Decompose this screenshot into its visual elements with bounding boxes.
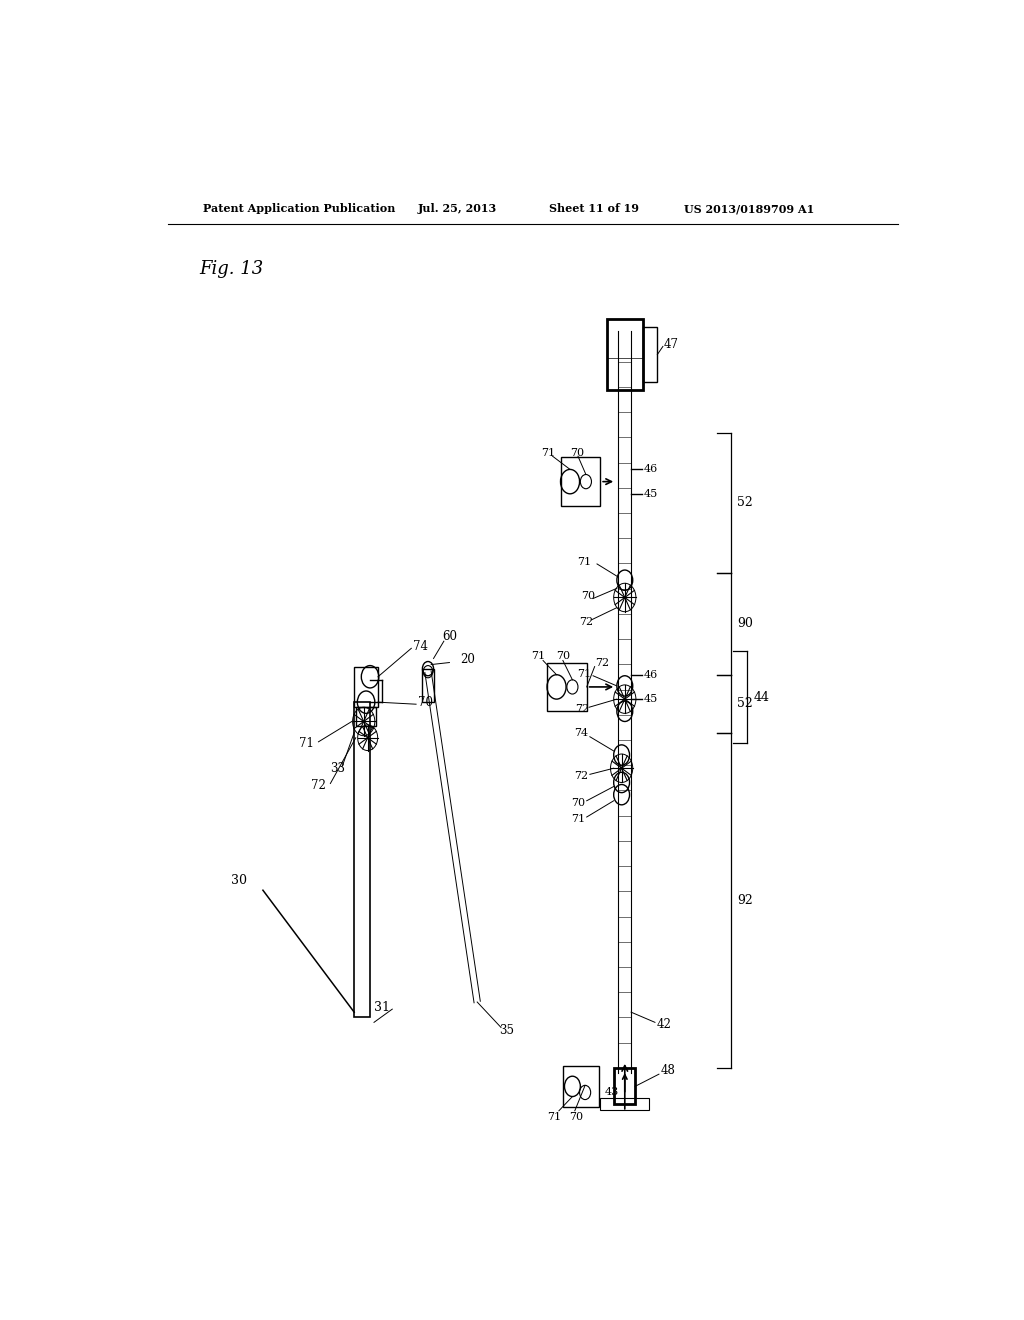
Text: 43: 43 (605, 1088, 620, 1097)
Bar (614, 1068, 635, 1104)
Text: 71: 71 (541, 449, 555, 458)
Bar (423, 669, 433, 702)
Text: 90: 90 (737, 618, 754, 631)
Text: 52: 52 (737, 697, 754, 710)
Text: 46: 46 (644, 669, 658, 680)
Bar (355, 708, 377, 726)
Text: 71: 71 (570, 814, 585, 824)
Text: US 2013/0189709 A1: US 2013/0189709 A1 (684, 203, 814, 214)
Text: 33: 33 (331, 762, 345, 775)
Text: 71: 71 (578, 557, 591, 566)
Text: 44: 44 (754, 690, 769, 704)
Text: 48: 48 (660, 1064, 676, 1077)
Text: 70: 70 (582, 591, 595, 602)
Bar (560, 457, 600, 506)
Text: 72: 72 (574, 771, 588, 781)
Text: 74: 74 (413, 640, 428, 653)
Text: Fig. 13: Fig. 13 (200, 260, 263, 279)
Bar (600, 1097, 649, 1110)
Text: 70: 70 (557, 652, 570, 661)
Text: 71: 71 (299, 738, 313, 750)
Text: 70: 70 (418, 696, 433, 709)
Text: 45: 45 (644, 694, 658, 704)
Bar (354, 702, 370, 1018)
Text: Sheet 11 of 19: Sheet 11 of 19 (549, 203, 639, 214)
Text: 20: 20 (460, 653, 474, 667)
Text: 47: 47 (664, 338, 679, 351)
Text: 70: 70 (570, 797, 585, 808)
Text: 52: 52 (737, 496, 754, 510)
Text: 72: 72 (595, 657, 608, 668)
Bar (643, 327, 657, 381)
Text: 35: 35 (500, 1024, 514, 1038)
Text: 74: 74 (574, 727, 588, 738)
Text: 70: 70 (569, 1111, 584, 1122)
Text: 71: 71 (547, 1111, 561, 1122)
Text: 46: 46 (644, 465, 658, 474)
Text: 71: 71 (531, 652, 545, 661)
Text: 30: 30 (231, 874, 247, 887)
Text: 72: 72 (310, 779, 326, 792)
Text: 45: 45 (644, 488, 658, 499)
Text: 70: 70 (570, 449, 584, 458)
Bar (606, 319, 643, 391)
Text: 92: 92 (737, 894, 754, 907)
Text: 31: 31 (374, 1001, 390, 1014)
Text: 71: 71 (578, 669, 591, 678)
Text: 72: 72 (579, 616, 593, 627)
Bar (547, 663, 587, 711)
Text: Patent Application Publication: Patent Application Publication (204, 203, 395, 214)
Text: 72: 72 (575, 705, 590, 714)
Text: 60: 60 (442, 630, 458, 643)
Bar (354, 667, 378, 708)
Text: Jul. 25, 2013: Jul. 25, 2013 (418, 203, 497, 214)
Bar (563, 1067, 599, 1106)
Text: 42: 42 (656, 1018, 672, 1031)
